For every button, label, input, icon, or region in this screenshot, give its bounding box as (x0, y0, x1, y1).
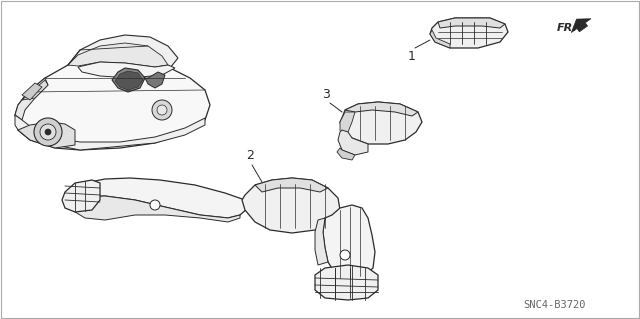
Polygon shape (68, 43, 168, 67)
Polygon shape (22, 83, 42, 100)
Text: 1: 1 (408, 50, 416, 63)
Polygon shape (340, 102, 422, 144)
Polygon shape (430, 18, 508, 48)
Polygon shape (22, 80, 48, 100)
Text: 3: 3 (322, 88, 330, 101)
Polygon shape (572, 19, 591, 33)
Text: SNC4-B3720: SNC4-B3720 (524, 300, 586, 310)
Polygon shape (438, 18, 505, 28)
Polygon shape (15, 115, 205, 150)
Polygon shape (15, 78, 48, 120)
Circle shape (150, 200, 160, 210)
Polygon shape (242, 178, 340, 233)
Text: 2: 2 (246, 149, 254, 162)
Polygon shape (323, 205, 375, 280)
Polygon shape (115, 71, 143, 90)
Polygon shape (78, 62, 175, 78)
Polygon shape (70, 178, 248, 218)
Circle shape (152, 100, 172, 120)
Polygon shape (18, 122, 75, 148)
Polygon shape (337, 148, 355, 160)
Polygon shape (15, 55, 210, 150)
Text: FR.: FR. (557, 23, 578, 33)
Polygon shape (340, 112, 355, 138)
Circle shape (34, 118, 62, 146)
Polygon shape (68, 35, 178, 68)
Circle shape (340, 250, 350, 260)
Polygon shape (145, 72, 165, 88)
Polygon shape (315, 265, 378, 300)
Polygon shape (62, 180, 100, 212)
Polygon shape (315, 218, 328, 265)
Polygon shape (430, 30, 450, 48)
Polygon shape (345, 102, 418, 116)
Polygon shape (338, 130, 368, 155)
Circle shape (40, 124, 56, 140)
Circle shape (45, 129, 51, 135)
Polygon shape (255, 178, 328, 192)
Circle shape (157, 105, 167, 115)
Polygon shape (70, 196, 240, 222)
Polygon shape (112, 68, 145, 92)
